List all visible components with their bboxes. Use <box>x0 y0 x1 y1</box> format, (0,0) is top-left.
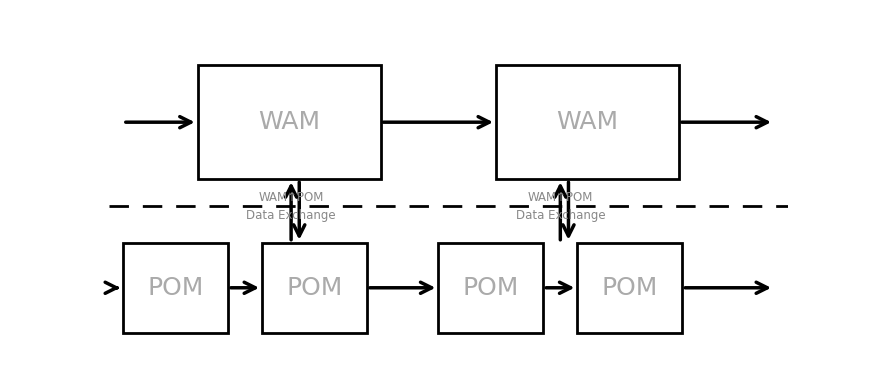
Text: WAM↑POM: WAM↑POM <box>258 191 324 204</box>
Text: Data Exchange: Data Exchange <box>246 209 336 222</box>
Bar <box>262 242 368 333</box>
Text: Data Exchange: Data Exchange <box>515 209 606 222</box>
Bar <box>496 65 679 179</box>
Text: POM: POM <box>463 276 519 300</box>
Text: WAM↑POM: WAM↑POM <box>528 191 593 204</box>
Text: POM: POM <box>602 276 658 300</box>
Bar <box>123 242 228 333</box>
Text: POM: POM <box>147 276 204 300</box>
Text: POM: POM <box>286 276 343 300</box>
Bar <box>438 242 543 333</box>
Text: WAM: WAM <box>556 110 619 134</box>
Bar <box>198 65 381 179</box>
Text: WAM: WAM <box>258 110 320 134</box>
Bar <box>578 242 682 333</box>
